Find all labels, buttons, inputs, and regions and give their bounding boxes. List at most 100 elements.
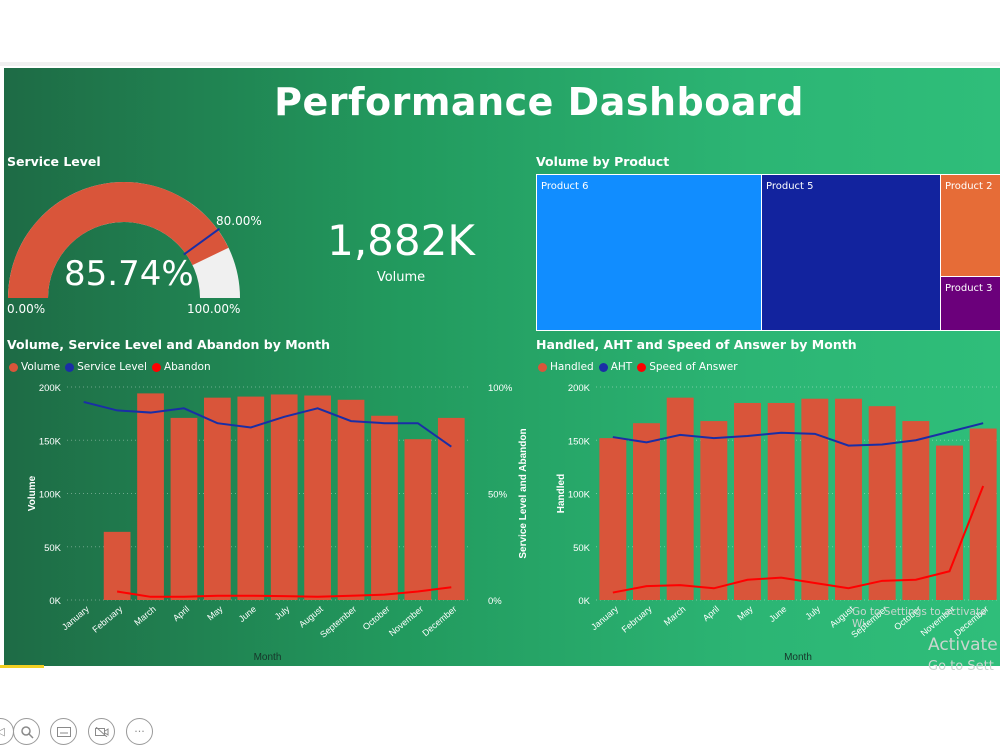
series-line (612, 422, 984, 447)
activation-watermark-small: Go to Settings to activate Wi (852, 606, 987, 630)
y-tick-label: 150K (39, 436, 62, 447)
chart2-legend: Handled AHT Speed of Answer (536, 361, 738, 373)
treemap-label: Product 2 (945, 181, 993, 192)
x-tick-label: May (735, 604, 755, 623)
legend-label: Service Level (77, 361, 147, 373)
y2-tick-label: 0% (488, 596, 502, 607)
bar[interactable] (437, 417, 465, 600)
bar[interactable] (371, 415, 398, 600)
more-options-icon[interactable]: ··· (126, 718, 153, 745)
bar[interactable] (700, 421, 728, 600)
bar[interactable] (767, 402, 795, 600)
previous-icon[interactable]: ◁ (0, 718, 14, 745)
dashboard-canvas: Performance Dashboard Service Level 85.7… (4, 68, 1000, 666)
x-tick-label: April (701, 604, 721, 623)
legend-dot (9, 362, 18, 372)
x-tick-label: January (589, 604, 620, 633)
y-tick-label: 50K (573, 543, 591, 554)
x-tick-label: July (803, 604, 822, 622)
bar[interactable] (633, 423, 660, 600)
y2-axis-title: Service Level and Abandon (518, 428, 529, 558)
treemap-title: Volume by Product (536, 154, 670, 169)
legend-label: Abandon (163, 361, 211, 373)
x-tick-label: June (767, 604, 788, 624)
bar[interactable] (204, 397, 231, 600)
bar[interactable] (868, 406, 896, 600)
legend-label: Volume (21, 361, 61, 373)
y-tick-label: 100K (568, 490, 591, 501)
treemap-label: Product 3 (945, 283, 993, 294)
x-tick-label: February (620, 604, 654, 635)
chart1-title: Volume, Service Level and Abandon by Mon… (7, 337, 331, 352)
treemap-label: Product 5 (766, 181, 814, 192)
slide-indicator (0, 665, 44, 668)
legend-dot (637, 362, 647, 372)
gauge-target-marker (183, 227, 221, 256)
bar[interactable] (666, 397, 694, 600)
chart2-title: Handled, AHT and Speed of Answer by Mont… (536, 337, 857, 352)
activation-watermark: Activate (928, 635, 998, 655)
y-tick-label: 50K (44, 543, 62, 554)
bar[interactable] (801, 398, 829, 600)
y-tick-label: 200K (568, 383, 591, 394)
legend-dot (151, 362, 161, 372)
bar[interactable] (599, 438, 627, 600)
bar[interactable] (936, 445, 963, 600)
x-tick-label: February (90, 604, 124, 635)
volume-kpi-value: 1,882K (327, 216, 475, 265)
legend-label: Handled (550, 361, 594, 373)
x-tick-label: July (273, 604, 292, 622)
x-tick-label: March (662, 604, 688, 628)
gauge-target-label: 80.00% (216, 214, 262, 228)
y-tick-label: 150K (568, 436, 591, 447)
bar[interactable] (270, 394, 298, 600)
top-ruler (0, 62, 1000, 66)
bar[interactable] (237, 396, 265, 600)
y-axis-title: Volume (27, 475, 38, 511)
subtitles-icon[interactable] (50, 718, 77, 745)
legend-dot (538, 362, 547, 372)
gauge-title: Service Level (7, 154, 101, 169)
chart1-legend: Volume Service Level Abandon (7, 361, 211, 373)
treemap-cell-product-5[interactable]: Product 5 (761, 174, 941, 331)
treemap-cell-product-6[interactable]: Product 6 (536, 174, 762, 331)
x-tick-label: March (132, 604, 158, 628)
y2-tick-label: 50% (488, 490, 508, 501)
x-tick-label: June (237, 604, 258, 624)
y-tick-label: 0K (578, 596, 590, 607)
bar[interactable] (902, 421, 930, 600)
x-axis-title: Month (254, 652, 282, 663)
legend-label: AHT (610, 361, 633, 373)
legend-dot (65, 362, 75, 372)
gauge-value-label: 85.74% (64, 254, 194, 294)
x-tick-label: November (387, 604, 425, 638)
legend-label: Speed of Answer (649, 361, 738, 373)
bar[interactable] (969, 428, 997, 600)
activation-watermark-sub: Go to Sett (928, 659, 994, 674)
treemap-cell-product-3[interactable]: Product 3 (940, 276, 1000, 331)
bar[interactable] (170, 417, 198, 600)
bar[interactable] (304, 395, 331, 600)
bar[interactable] (404, 439, 432, 600)
x-tick-label: September (318, 604, 358, 640)
y2-tick-label: 100% (488, 383, 513, 394)
camera-off-icon[interactable] (88, 718, 115, 745)
x-tick-label: December (420, 604, 458, 638)
legend-dot (598, 362, 608, 372)
bar[interactable] (337, 399, 365, 600)
volume-kpi-label: Volume (376, 270, 426, 285)
gauge-max-label: 100.00% (187, 302, 241, 316)
bar[interactable] (103, 531, 131, 600)
bar[interactable] (734, 402, 761, 600)
bar[interactable] (835, 398, 862, 600)
bar[interactable] (137, 393, 164, 600)
y-axis-title: Handled (556, 474, 567, 513)
page-title: Performance Dashboard (274, 80, 804, 124)
treemap-cell-product-2[interactable]: Product 2 (940, 174, 1000, 277)
x-tick-label: January (60, 604, 91, 633)
y-tick-label: 200K (39, 383, 62, 394)
x-axis-title: Month (784, 652, 812, 663)
series-line (116, 586, 452, 598)
x-tick-label: August (297, 604, 325, 630)
zoom-icon[interactable] (13, 718, 40, 745)
